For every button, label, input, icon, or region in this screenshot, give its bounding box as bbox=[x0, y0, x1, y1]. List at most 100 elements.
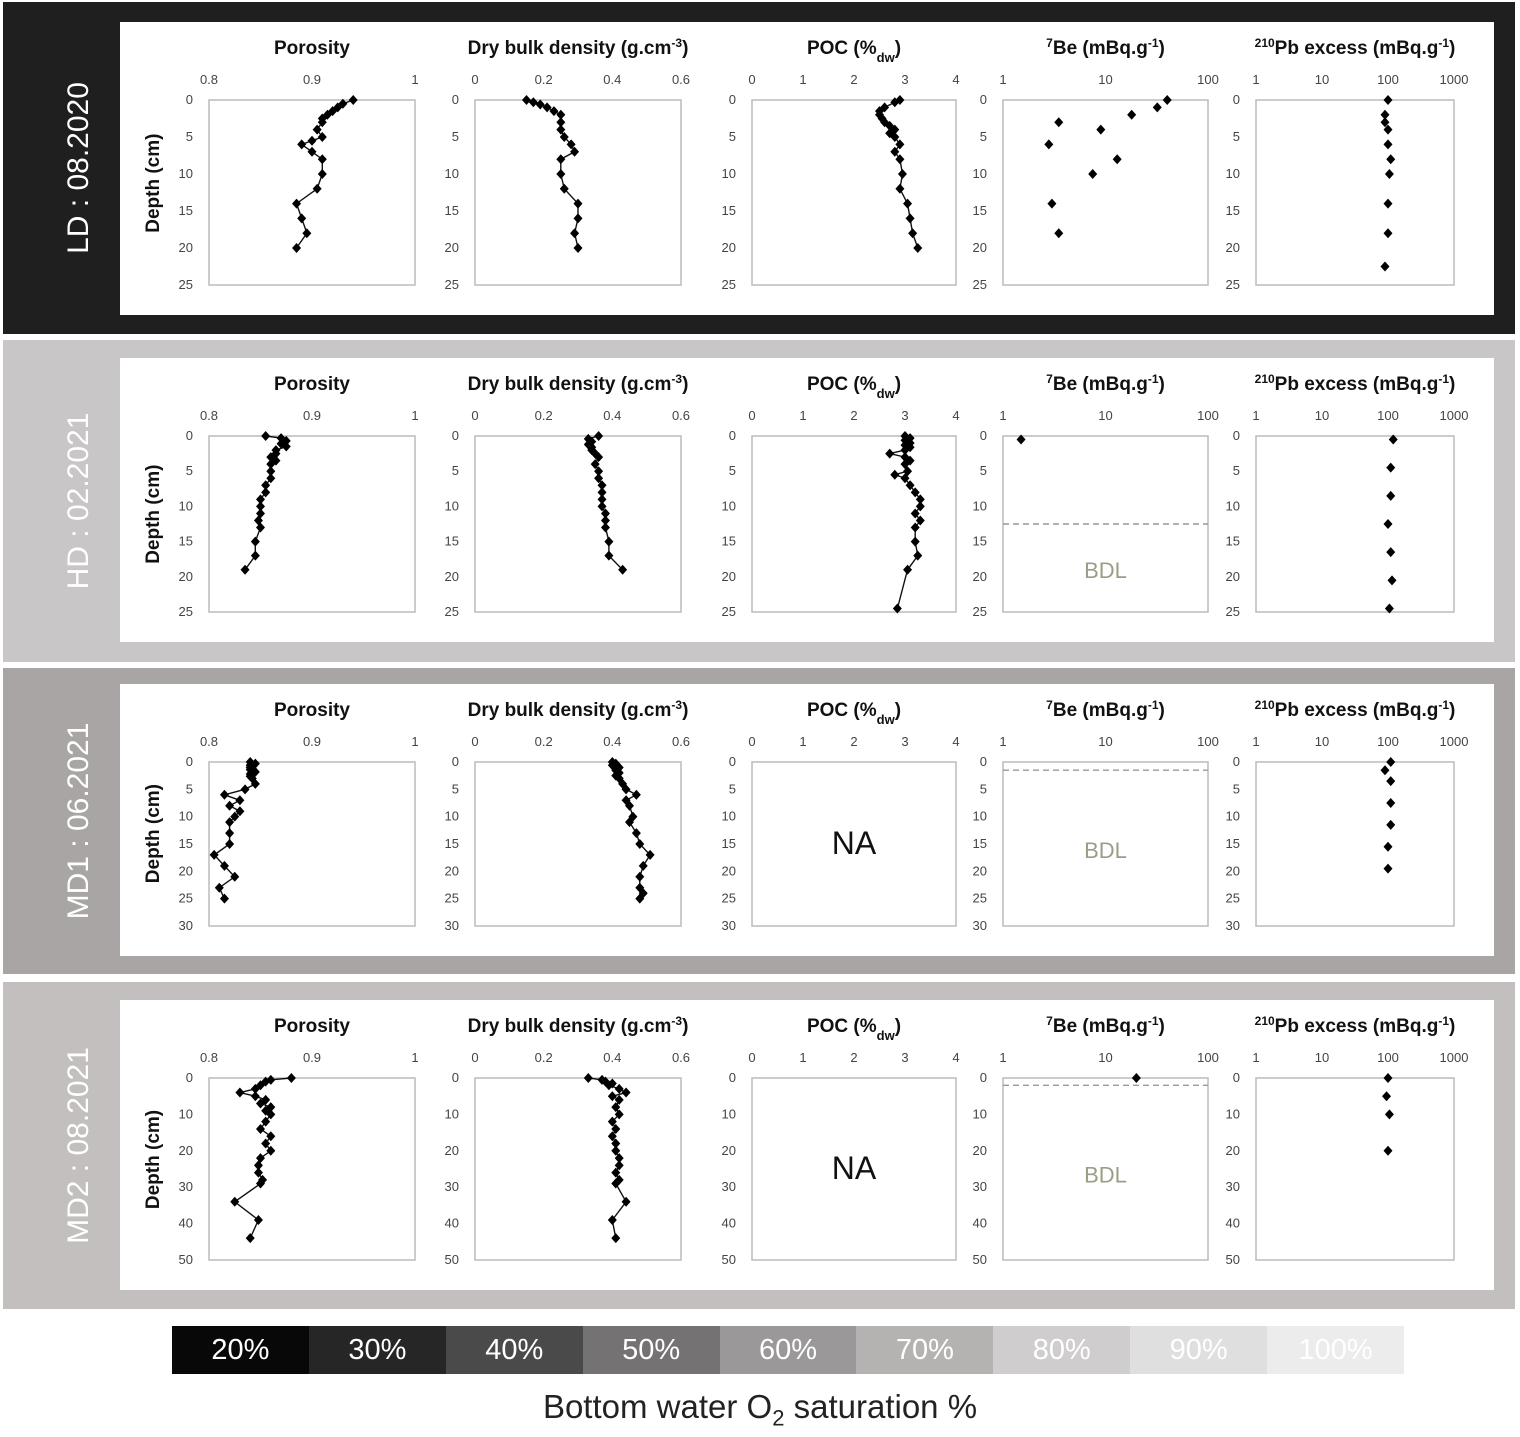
title-sup: 7 bbox=[1046, 36, 1053, 50]
data-point bbox=[573, 243, 583, 253]
data-point bbox=[611, 1167, 621, 1178]
bdl-label: BDL bbox=[1084, 1163, 1127, 1188]
data-point bbox=[597, 487, 607, 498]
data-point bbox=[1386, 757, 1396, 767]
data-point bbox=[266, 466, 276, 477]
data-point bbox=[307, 146, 317, 157]
title-end: ) bbox=[682, 1016, 688, 1037]
na-label: NA bbox=[832, 825, 877, 861]
legend-swatch: 20% bbox=[172, 1326, 309, 1374]
title-text: POC (% bbox=[807, 1016, 877, 1037]
plot-frame bbox=[751, 99, 957, 286]
data-point bbox=[253, 1160, 263, 1171]
title-text: Be (mBq.g bbox=[1053, 1016, 1148, 1037]
x-tick-label: 0 bbox=[471, 1050, 478, 1065]
panel-dbd: Dry bulk density (g.cm-3) 0 0.2 0.4 0.6 0 5 10 1… bbox=[445, 698, 691, 933]
row-label: MD1 : 06.2021 bbox=[62, 723, 95, 920]
data-point bbox=[317, 117, 327, 128]
data-point bbox=[256, 1178, 265, 1189]
y-tick-label: 5 bbox=[1233, 781, 1240, 796]
y-tick-label: 20 bbox=[1226, 1143, 1240, 1158]
y-tick-label: 0 bbox=[452, 428, 459, 443]
x-tick-label: 100 bbox=[1197, 734, 1219, 749]
panel-title-be: 7Be (mBq.g-1) bbox=[1046, 698, 1165, 721]
y-tick-label: 15 bbox=[1226, 203, 1240, 218]
x-tick-label: 3 bbox=[901, 408, 908, 423]
x-tick-label: 0 bbox=[471, 408, 478, 423]
data-point bbox=[607, 1116, 617, 1127]
data-point bbox=[890, 469, 900, 480]
y-tick-label: 30 bbox=[1226, 918, 1240, 933]
data-point bbox=[625, 800, 634, 811]
y-tick-label: 25 bbox=[445, 604, 459, 619]
x-tick-label: 10 bbox=[1315, 72, 1329, 87]
panel-title-dbd: Dry bulk density (g.cm-3) bbox=[468, 372, 689, 395]
title-sub: dw bbox=[877, 712, 896, 727]
data-point bbox=[1386, 547, 1396, 558]
y-axis-label: Depth (cm) bbox=[143, 134, 164, 233]
x-tick-label: 0.2 bbox=[535, 1050, 553, 1065]
y-tick-label: 0 bbox=[729, 754, 736, 769]
row-label: MD2 : 08.2021 bbox=[62, 1047, 95, 1244]
data-point bbox=[1127, 109, 1137, 120]
y-tick-label: 0 bbox=[1233, 428, 1240, 443]
y-tick-label: 20 bbox=[445, 240, 459, 255]
data-point bbox=[556, 124, 566, 135]
y-tick-label: 15 bbox=[722, 534, 736, 549]
y-tick-label: 20 bbox=[445, 863, 459, 878]
y-tick-label: 15 bbox=[179, 203, 193, 218]
x-tick-label: 0 bbox=[748, 408, 755, 423]
x-tick-label: 0.9 bbox=[303, 408, 321, 423]
y-tick-label: 20 bbox=[1226, 240, 1240, 255]
title-sub: dw bbox=[877, 50, 896, 65]
row-panel-area bbox=[120, 684, 1494, 956]
x-tick-label: 4 bbox=[952, 734, 959, 749]
y-tick-label: 40 bbox=[722, 1216, 736, 1231]
panel-title-poc: POC (%dw) bbox=[807, 374, 901, 401]
data-point bbox=[297, 213, 307, 224]
data-point bbox=[635, 871, 645, 882]
data-point bbox=[214, 882, 224, 893]
data-point bbox=[607, 1214, 617, 1225]
title-sup: 210 bbox=[1255, 372, 1275, 386]
plot-frame bbox=[1002, 761, 1209, 927]
data-point bbox=[614, 1160, 624, 1171]
data-point bbox=[542, 102, 552, 113]
data-point bbox=[235, 795, 245, 806]
y-tick-label: 0 bbox=[1233, 92, 1240, 107]
y-tick-label: 50 bbox=[722, 1252, 736, 1267]
row-panel-area bbox=[120, 1000, 1494, 1290]
x-tick-label: 4 bbox=[952, 1050, 959, 1065]
data-point bbox=[250, 550, 260, 561]
y-tick-label: 20 bbox=[179, 569, 193, 584]
data-point bbox=[908, 228, 918, 239]
data-point bbox=[903, 564, 913, 575]
x-tick-label: 2 bbox=[850, 408, 857, 423]
data-point bbox=[261, 487, 271, 498]
y-tick-label: 20 bbox=[722, 569, 736, 584]
data-point bbox=[312, 124, 322, 135]
data-point bbox=[890, 132, 900, 142]
data-point bbox=[297, 139, 307, 150]
data-point bbox=[286, 1073, 296, 1083]
data-point bbox=[614, 1109, 624, 1120]
x-tick-label: 0.2 bbox=[535, 408, 553, 423]
data-point bbox=[1383, 124, 1393, 135]
y-tick-label: 30 bbox=[722, 918, 736, 933]
title-sup2: -1 bbox=[1148, 372, 1159, 386]
y-tick-label: 25 bbox=[1226, 891, 1240, 906]
data-point bbox=[885, 448, 895, 459]
title-text: Dry bulk density (g.cm bbox=[468, 1016, 672, 1037]
x-tick-label: 0.8 bbox=[200, 408, 218, 423]
data-point bbox=[261, 480, 271, 491]
y-tick-label: 20 bbox=[445, 569, 459, 584]
title-sup2: -1 bbox=[1148, 1014, 1159, 1028]
title-sup: 7 bbox=[1046, 1014, 1053, 1028]
y-tick-label: 10 bbox=[1226, 166, 1240, 181]
x-tick-label: 100 bbox=[1197, 72, 1219, 87]
title-sup: -3 bbox=[671, 1014, 682, 1028]
x-tick-label: 0 bbox=[471, 72, 478, 87]
